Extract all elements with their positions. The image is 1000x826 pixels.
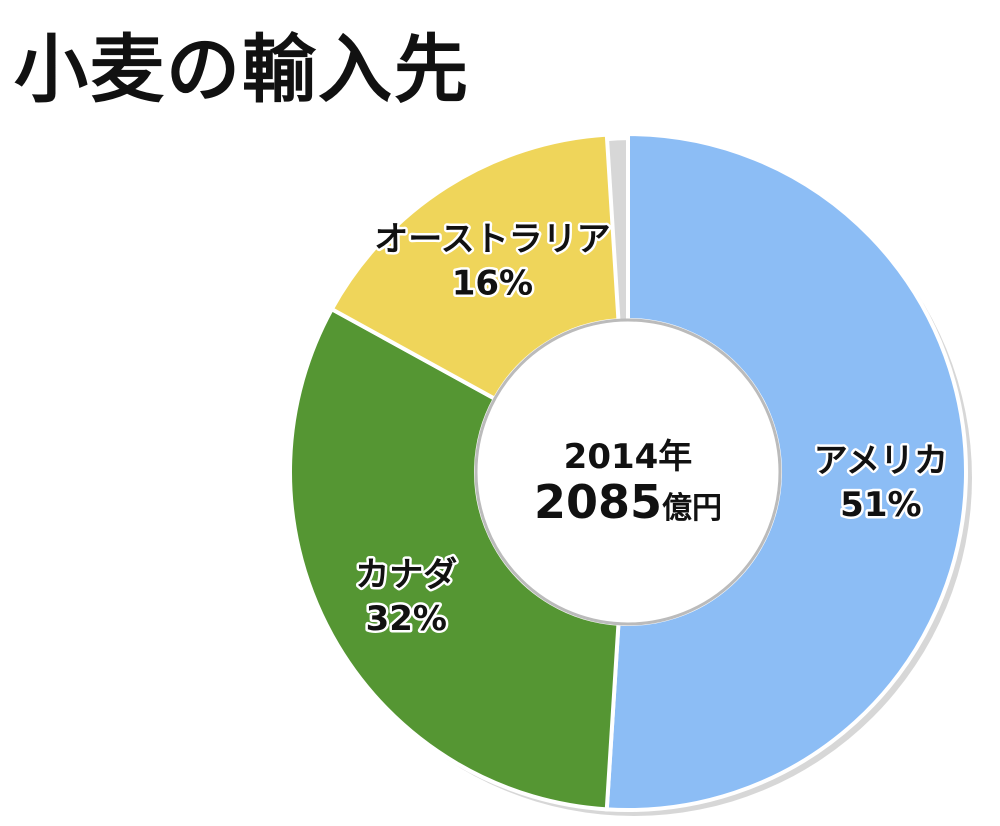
slice-label-1: カナダ (355, 555, 457, 595)
slice-value-label-2: 16% (452, 263, 533, 303)
chart-center: 2014年 2085億円 (474, 318, 782, 626)
chart-slices (288, 131, 968, 812)
slice-value-label-1: 32% (366, 599, 447, 639)
slice-value-label-0: 51% (840, 485, 921, 525)
center-amount-value: 2085 (534, 475, 662, 529)
chart-title: 小麦の輸入先 (14, 27, 470, 113)
slice-label-2: オーストラリア (374, 219, 610, 259)
center-amount-label: 2085億円 (534, 475, 722, 529)
donut-hole (474, 318, 782, 626)
center-year-label: 2014年 (564, 437, 693, 477)
center-amount-unit: 億円 (662, 491, 722, 526)
slice-label-0: アメリカ (814, 441, 948, 481)
